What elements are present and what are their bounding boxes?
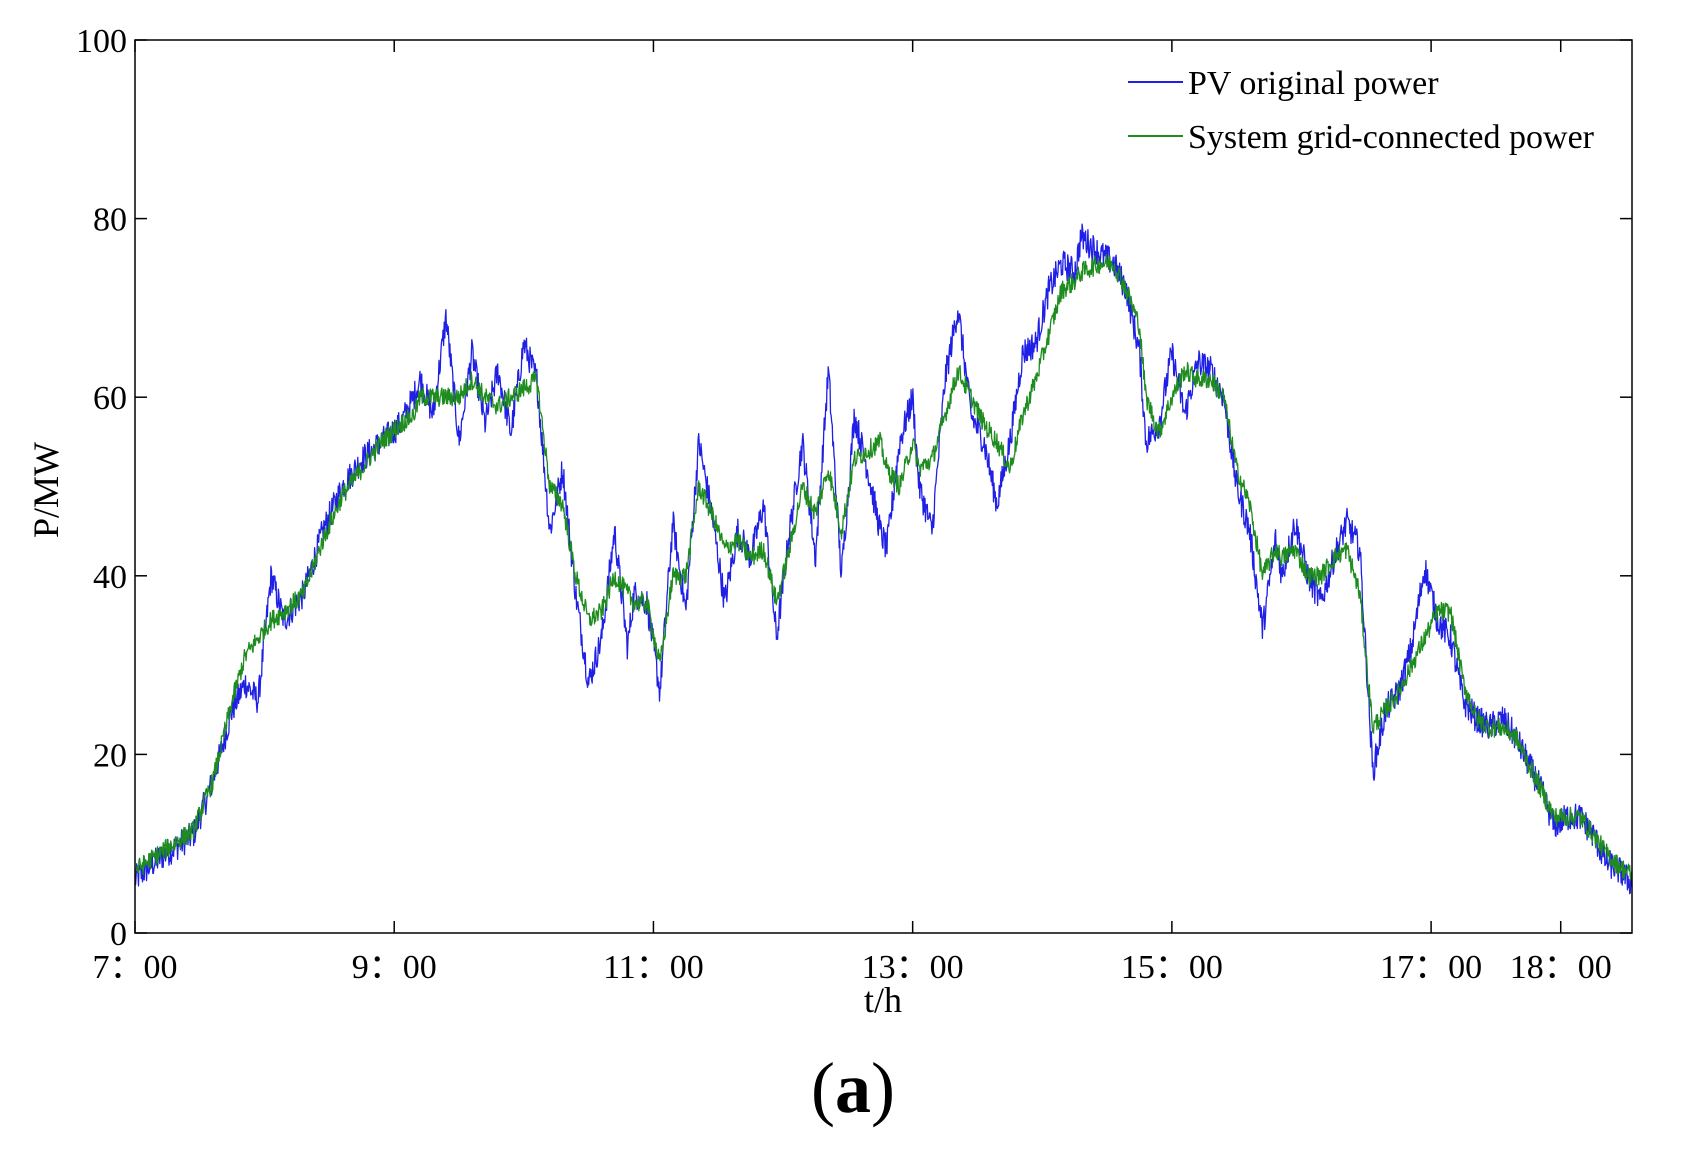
legend-label-grid: System grid-connected power: [1188, 119, 1595, 156]
y-tick-label: 60: [93, 380, 127, 417]
plot-frame: [134, 39, 1633, 934]
series-layer: [134, 223, 1633, 895]
x-tick-label: 18：00: [1510, 949, 1612, 986]
panel-label-close: ): [871, 1048, 895, 1128]
x-tick-label: 9：00: [352, 949, 437, 986]
y-tick-label: 20: [93, 737, 127, 774]
x-tick-label: 15：00: [1121, 949, 1223, 986]
y-tick-label: 80: [93, 202, 127, 239]
series-line-grid: [134, 253, 1633, 880]
y-tick-label: 40: [93, 559, 127, 596]
panel-label: (a): [811, 1048, 895, 1128]
x-tick-label: 13：00: [862, 949, 964, 986]
y-axis-title: P/MW: [26, 442, 66, 538]
y-tick-label: 0: [110, 916, 127, 953]
y-tick-label: 100: [76, 23, 127, 60]
x-axis-title: t/h: [864, 980, 902, 1020]
panel-label-open: (: [811, 1048, 835, 1128]
x-tick-label: 7：00: [93, 949, 178, 986]
x-tick-label: 11：00: [603, 949, 704, 986]
plot-area: [135, 40, 1632, 933]
ticks-layer: 7：00 9：00 11：00 13：00 15：00 17：00 18：00 0 20 40 60…: [76, 23, 1632, 986]
x-tick-label: 17：00: [1380, 949, 1482, 986]
legend: PV original power System grid-connected …: [1128, 65, 1595, 156]
panel-label-letter: a: [835, 1048, 871, 1128]
legend-label-pv: PV original power: [1188, 65, 1439, 102]
